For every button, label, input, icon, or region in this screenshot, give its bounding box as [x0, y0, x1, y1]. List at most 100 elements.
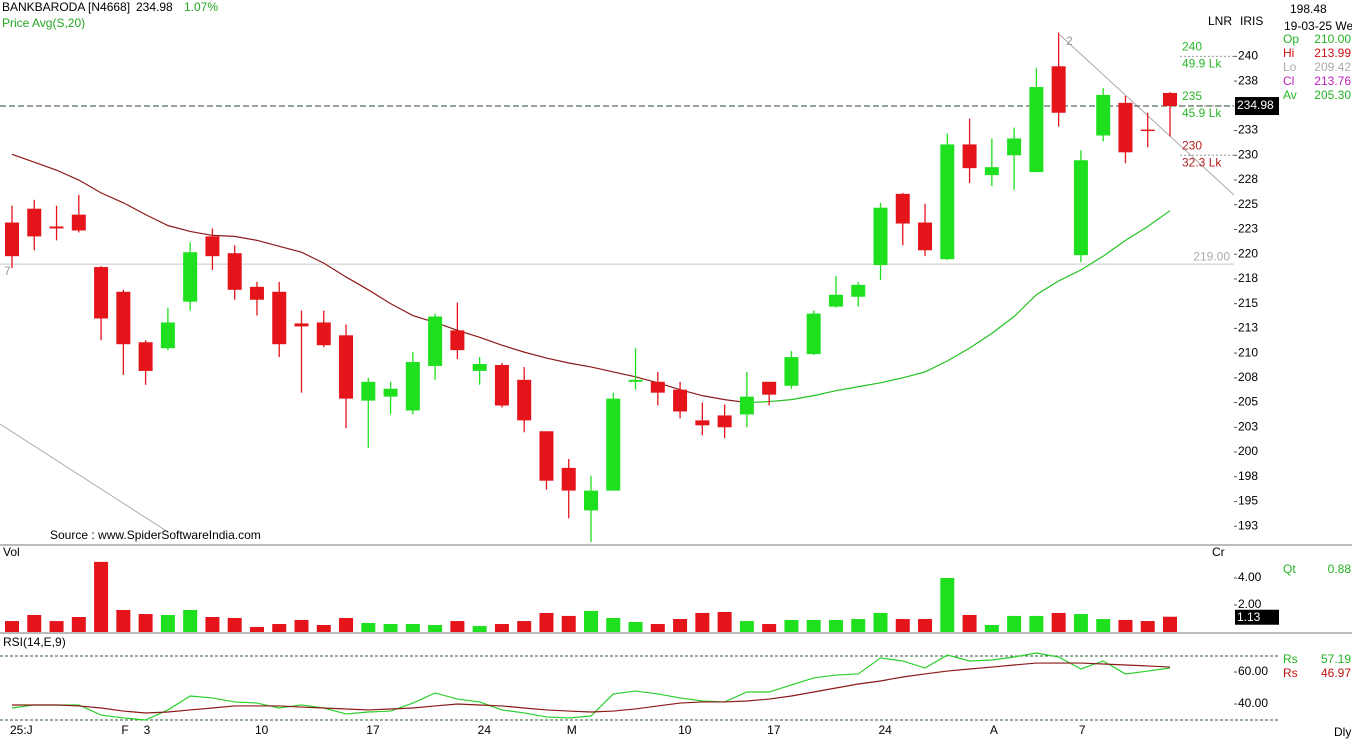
volume-bar [584, 610, 598, 632]
symbol-title: BANKBARODA [N4668] [2, 0, 130, 14]
x-tick-label: 25:J [10, 723, 33, 737]
candle-body [1163, 92, 1177, 107]
candle-body [316, 322, 331, 346]
y-tick-label: 203 [1238, 419, 1258, 433]
candle-body [739, 396, 754, 415]
y-tick-label: 223 [1238, 222, 1258, 236]
candle-body [428, 316, 443, 366]
horizontal-line-label: 219.00 [1193, 249, 1230, 263]
candle-body [895, 193, 910, 224]
candle-body [539, 431, 554, 481]
last-volume-box [1235, 609, 1279, 625]
trend-line [1059, 34, 1235, 196]
candle-body [650, 381, 665, 393]
candle-body [27, 208, 42, 237]
candle-body [628, 379, 643, 382]
candle-body [784, 357, 799, 386]
candle-body [138, 342, 153, 371]
volume-bar [450, 621, 465, 632]
volume-bar [717, 612, 732, 632]
ma-legend: Price Avg(S,20) [2, 16, 85, 30]
volume-bar [1118, 619, 1133, 632]
candle-body [361, 381, 376, 401]
candle-body [673, 389, 688, 412]
volume-bar [851, 619, 866, 632]
rsi-stat-value: 57.19 [1321, 652, 1351, 666]
toolbar-item[interactable]: IRIS [1240, 14, 1263, 28]
moving-average [11, 153, 747, 404]
volume-bar [739, 621, 754, 632]
y-tick-label: 230 [1238, 147, 1258, 161]
y-tick-label: 2.00 [1238, 597, 1262, 611]
candle-body [5, 222, 19, 257]
y-tick-label: 4.00 [1238, 570, 1262, 584]
candle-body [94, 267, 109, 319]
y-tick-label: 198 [1238, 469, 1258, 483]
x-tick-label: 17 [366, 723, 380, 737]
volume-bar [806, 619, 821, 632]
y-tick-label: 233 [1238, 123, 1258, 137]
volume-bar [1051, 612, 1066, 632]
candle-body [1118, 102, 1133, 153]
y-tick-label: 208 [1238, 370, 1258, 384]
candle-body [517, 379, 532, 421]
drawing-label: 2 [1066, 34, 1073, 48]
y-tick-label: 220 [1238, 246, 1258, 260]
candle-body [71, 214, 86, 231]
volume-stat-value: 0.88 [1328, 562, 1352, 576]
volume-bar [1096, 619, 1111, 632]
candle-body [940, 144, 955, 260]
x-tick-label: F [121, 723, 128, 737]
x-tick-label: M [567, 723, 577, 737]
level-label: 230 [1182, 138, 1202, 152]
candle-body [606, 398, 621, 491]
candle-body [873, 207, 888, 266]
rsi-stat-label: Rs [1283, 652, 1298, 666]
x-tick-label: 7 [1079, 723, 1086, 737]
volume-bar [539, 612, 554, 632]
volume-bar [361, 622, 376, 632]
last-price-label: 234.98 [1237, 98, 1274, 112]
volume-bar [784, 619, 799, 632]
candle-body [717, 415, 732, 428]
volume-bar [606, 617, 621, 632]
x-tick-label: 24 [478, 723, 492, 737]
volume-bar [405, 624, 420, 632]
toolbar-item[interactable]: LNR [1208, 14, 1232, 28]
candle-body [851, 284, 866, 297]
x-tick-label: 24 [879, 723, 893, 737]
candle-body [962, 144, 977, 169]
info-label: Cl [1283, 74, 1294, 88]
volume-bar [316, 624, 331, 632]
volume-bar [71, 617, 86, 632]
info-value: 205.30 [1314, 88, 1351, 102]
info-value: 213.99 [1314, 46, 1351, 60]
candle-body [584, 490, 598, 511]
candle-body [49, 226, 64, 229]
volume-bar [183, 609, 198, 632]
drawing-label: 7 [4, 264, 11, 278]
info-label: Lo [1283, 60, 1297, 74]
info-date: 19-03-25 We [1284, 19, 1352, 33]
volume-bar [94, 561, 109, 632]
level-label: 235 [1182, 89, 1202, 103]
volume-bar [828, 619, 843, 632]
candle-body [828, 294, 843, 307]
volume-bar [339, 617, 354, 632]
volume-bar [138, 614, 153, 632]
y-tick-label: 213 [1238, 321, 1258, 335]
rsi-stat-value: 46.97 [1321, 666, 1351, 680]
rsi-stat-label: Rs [1283, 666, 1298, 680]
volume-bar [1007, 615, 1022, 632]
y-tick-label: 40.00 [1238, 696, 1268, 710]
volume-bar [272, 624, 287, 632]
period: Dly [1334, 725, 1351, 739]
candle-body [249, 286, 264, 300]
volume-bar [116, 609, 131, 632]
level-volume: 32.3 Lk [1182, 155, 1222, 169]
x-tick-label: 10 [255, 723, 269, 737]
volume-bar [383, 624, 398, 632]
moving-average [746, 210, 1171, 404]
y-tick-label: 238 [1238, 73, 1258, 87]
rsi-line [11, 652, 1171, 721]
